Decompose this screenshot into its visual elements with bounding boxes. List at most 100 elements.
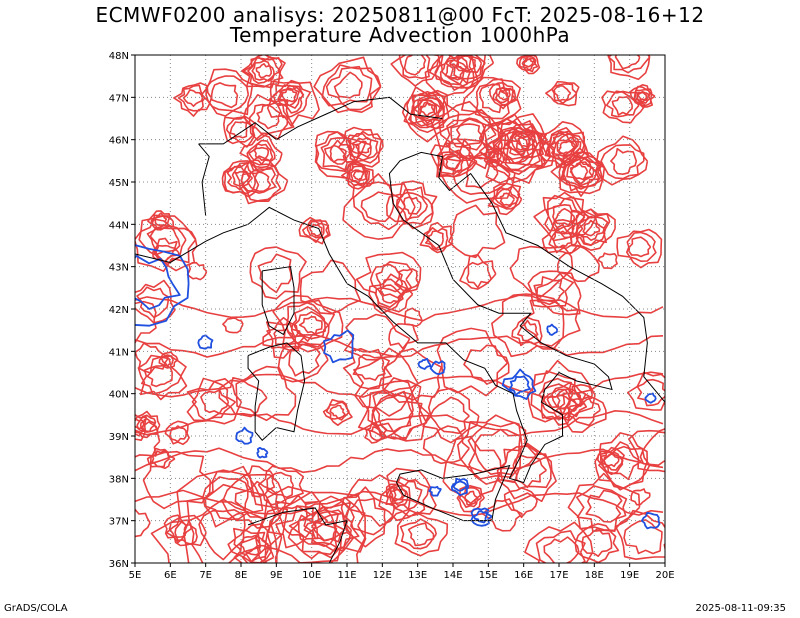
advection-contour [556,244,600,283]
advection-contour [135,215,197,273]
y-tick-label: 46N [109,136,129,147]
advection-contour [297,505,352,552]
x-tick-label: 16E [514,570,533,581]
advection-contour [345,130,383,164]
advection-contour [516,319,539,342]
advection-contour [146,225,181,256]
advection-contour [456,414,523,480]
advection-contour [418,102,438,122]
advection-contour [550,147,604,195]
coastline-segment [247,507,348,563]
advection-contour [526,359,596,423]
advection-contour [251,59,275,82]
advection-contour [150,469,289,563]
advection-contour [242,94,295,141]
advection-contour [139,417,156,433]
advection-contour [135,489,664,517]
advection-contour [186,261,208,281]
advection-contour [257,465,305,506]
advection-contour [566,395,601,427]
advection-contour [569,208,616,251]
advection-contour [353,347,419,417]
advection-contour [554,207,576,226]
advection-contour [298,315,323,335]
advection-contour [434,56,471,91]
advection-contour [306,220,325,239]
advection-contour [352,181,406,231]
advection-contour [444,63,464,81]
advection-contour [429,360,446,376]
advection-contour [229,121,248,139]
advection-contour [436,142,476,178]
advection-contour [322,329,355,364]
advection-contour [629,84,656,108]
advection-contour [535,530,586,563]
advection-contour [521,57,537,71]
advection-contour [499,130,538,160]
advection-contour [188,498,265,563]
advection-contour [256,446,269,459]
advection-contour [546,323,559,336]
advection-contour [298,216,331,245]
advection-contour [266,471,294,499]
y-tick-label: 37N [109,517,129,528]
advection-contour [253,146,270,161]
advection-contour [183,483,277,563]
advection-contour [487,118,548,171]
advection-contour [342,173,416,240]
advection-contour [135,254,181,310]
advection-contour [248,143,274,166]
advection-contour [399,518,438,550]
advection-contour [322,398,353,427]
advection-contour [247,56,282,84]
x-tick-label: 11E [337,570,356,581]
advection-contour [135,342,170,374]
coastline-segment [198,143,210,216]
advection-contour [151,450,171,468]
advection-contour [549,133,576,157]
advection-contour [630,488,651,506]
x-tick-label: 9E [270,570,283,581]
x-tick-label: 8E [235,570,248,581]
advection-contour [444,153,462,170]
advection-contour [603,453,620,468]
advection-contour [323,139,353,165]
advection-contour [235,426,254,445]
advection-contour [200,389,230,415]
advection-contour [407,522,435,547]
map-subtitle: Temperature Advection 1000hPa [229,23,571,47]
y-tick-label: 42N [109,305,129,316]
y-tick-label: 43N [109,263,129,274]
advection-contour [569,162,589,181]
advection-contour [303,514,346,548]
advection-contour [197,334,214,350]
advection-contour [345,474,411,527]
advection-contour [637,91,648,101]
advection-contour [368,426,385,442]
advection-contour [439,138,516,204]
advection-contour [491,293,565,358]
advection-contour [360,191,395,223]
advection-contour [419,221,453,254]
advection-contour [242,465,276,498]
advection-contour [239,133,283,172]
advection-contour [439,59,468,86]
advection-contour [545,80,580,107]
advection-contour [545,197,586,235]
axis-ticks: 5E 6E 7E 8E 9E 10E 11E 12E 13E 14E 15E 16E 17E 18E 19E… [109,51,675,581]
advection-contour [552,204,580,231]
advection-contour [627,371,665,411]
x-tick-label: 19E [620,570,639,581]
x-tick-label: 13E [408,570,427,581]
advection-contour [234,480,278,520]
lat-lon-grid [135,55,665,563]
advection-contour [135,508,151,538]
advection-contour [355,251,422,309]
negative-contours [135,244,661,530]
advection-contour [597,446,625,476]
advection-contour [182,89,204,107]
advection-contour [146,447,176,470]
advection-contour [458,486,483,509]
y-tick-label: 41N [109,347,129,358]
footer-credit: GrADS/COLA [4,603,68,614]
